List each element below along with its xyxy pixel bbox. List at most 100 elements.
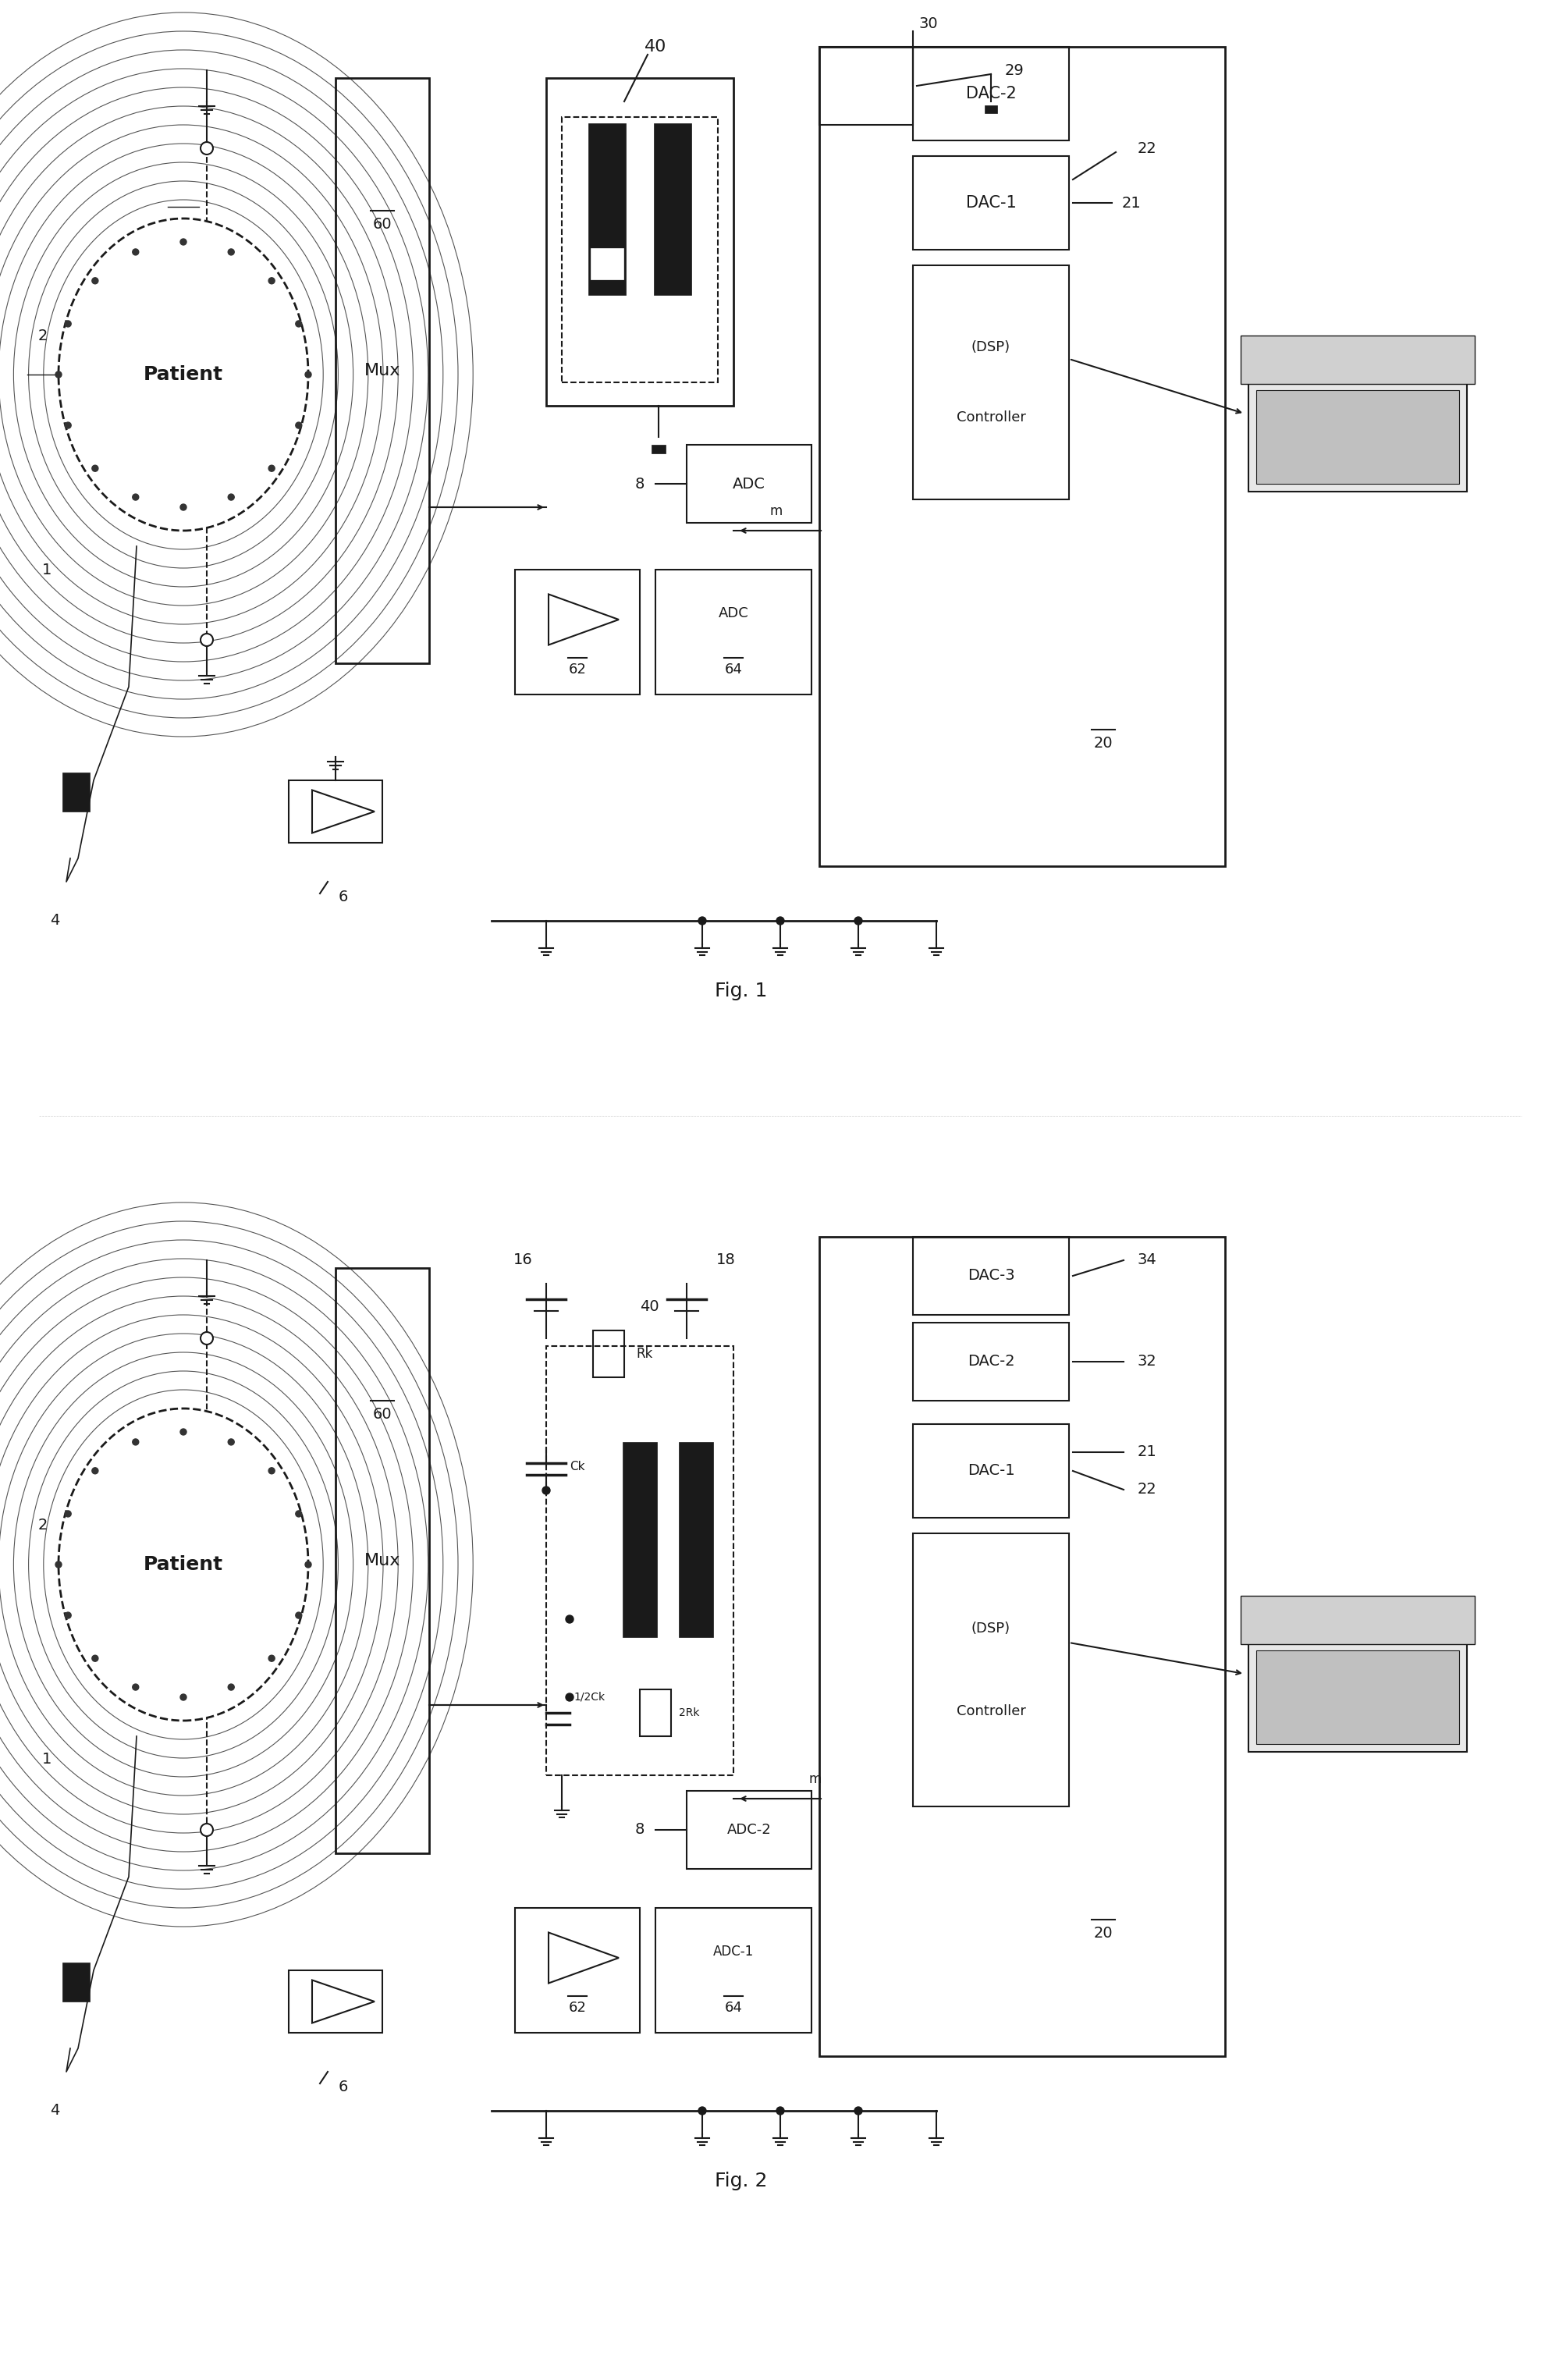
Circle shape	[65, 421, 72, 428]
Circle shape	[228, 250, 234, 255]
Bar	[912, 157, 1068, 250]
Circle shape	[65, 1511, 72, 1516]
Text: Mux: Mux	[365, 1552, 401, 1568]
Circle shape	[133, 495, 139, 500]
Text: 1/2Ck: 1/2Ck	[574, 1692, 605, 1702]
Text: 2Rk: 2Rk	[678, 1706, 698, 1718]
Circle shape	[133, 1685, 139, 1690]
Text: DAC-2: DAC-2	[965, 86, 1016, 102]
Text: 62: 62	[567, 662, 586, 676]
Circle shape	[296, 421, 302, 428]
Circle shape	[543, 1488, 550, 1495]
Circle shape	[854, 916, 862, 926]
Ellipse shape	[59, 219, 309, 531]
Circle shape	[201, 633, 214, 645]
Circle shape	[56, 1561, 62, 1568]
Text: 22: 22	[1137, 140, 1157, 155]
Text: 8: 8	[635, 1823, 644, 1837]
Bar	[561, 117, 717, 383]
Circle shape	[201, 143, 214, 155]
Bar	[655, 1909, 811, 2033]
Text: 40: 40	[639, 1299, 658, 1314]
Circle shape	[133, 250, 139, 255]
Text: 22: 22	[1137, 1483, 1157, 1497]
Text: Mux: Mux	[365, 362, 401, 378]
Text: 4: 4	[50, 914, 59, 928]
Text: Ck: Ck	[569, 1461, 585, 1473]
Text: 8: 8	[635, 476, 644, 490]
Circle shape	[268, 464, 274, 471]
Text: 6: 6	[338, 890, 348, 904]
Circle shape	[201, 1333, 214, 1345]
Bar	[639, 1690, 670, 1737]
Circle shape	[854, 2106, 862, 2116]
Text: 2: 2	[37, 328, 48, 343]
Text: Controller: Controller	[956, 1704, 1026, 1718]
Bar	[818, 48, 1224, 866]
Circle shape	[92, 278, 98, 283]
Bar	[912, 1323, 1068, 1402]
Circle shape	[92, 1468, 98, 1473]
Circle shape	[776, 916, 784, 926]
Circle shape	[306, 371, 312, 378]
Circle shape	[268, 1468, 274, 1473]
Ellipse shape	[59, 1409, 309, 1721]
Text: (DSP): (DSP)	[971, 1621, 1010, 1635]
Text: DAC-3: DAC-3	[967, 1269, 1013, 1283]
Text: 40: 40	[644, 38, 666, 55]
Text: (DSP): (DSP)	[971, 340, 1010, 355]
Bar	[335, 79, 429, 664]
Text: 6: 6	[338, 2080, 348, 2094]
Text: 60: 60	[373, 1407, 391, 1421]
Bar	[514, 569, 639, 695]
Text: 64: 64	[725, 2002, 742, 2016]
Text: 1: 1	[42, 562, 51, 576]
Text: 34: 34	[1137, 1252, 1157, 1269]
Text: 4: 4	[50, 2104, 59, 2118]
Text: 32: 32	[1137, 1354, 1157, 1368]
Circle shape	[65, 1611, 72, 1618]
Bar	[1255, 1649, 1458, 1745]
Text: 21: 21	[1121, 195, 1141, 209]
Text: 2: 2	[37, 1518, 48, 1533]
Text: DAC-1: DAC-1	[967, 1464, 1013, 1478]
Bar	[1247, 383, 1465, 493]
Circle shape	[228, 1440, 234, 1445]
Bar	[622, 1442, 656, 1637]
Text: 21: 21	[1137, 1445, 1157, 1459]
Text: 62: 62	[567, 2002, 586, 2016]
Text: 29: 29	[1004, 62, 1024, 79]
Text: DAC-2: DAC-2	[967, 1354, 1013, 1368]
Bar	[678, 1442, 712, 1637]
Circle shape	[776, 2106, 784, 2116]
Bar	[818, 48, 912, 124]
Bar	[62, 1964, 90, 2002]
Circle shape	[65, 321, 72, 326]
Circle shape	[92, 1654, 98, 1661]
Text: m: m	[809, 1773, 822, 1785]
Text: 20: 20	[1093, 1925, 1113, 1940]
Bar	[912, 48, 1068, 140]
Text: Fig. 1: Fig. 1	[714, 981, 767, 1000]
Circle shape	[201, 1823, 214, 1835]
Bar	[591, 248, 624, 278]
Circle shape	[203, 1825, 212, 1835]
Bar	[588, 124, 625, 295]
Bar	[514, 1909, 639, 2033]
Circle shape	[228, 1685, 234, 1690]
Circle shape	[228, 495, 234, 500]
Bar	[818, 1238, 1224, 2056]
Text: Rk: Rk	[636, 1347, 652, 1361]
Circle shape	[566, 1692, 574, 1702]
Bar	[1247, 1642, 1465, 1752]
Bar	[653, 124, 691, 295]
Text: ADC: ADC	[733, 476, 765, 490]
Bar	[912, 1533, 1068, 1806]
Text: 60: 60	[373, 217, 391, 231]
Text: m: m	[770, 505, 783, 519]
Circle shape	[698, 2106, 706, 2116]
Bar	[655, 569, 811, 695]
Text: 30: 30	[918, 17, 937, 31]
Circle shape	[181, 238, 187, 245]
Text: Patient: Patient	[143, 1554, 223, 1573]
